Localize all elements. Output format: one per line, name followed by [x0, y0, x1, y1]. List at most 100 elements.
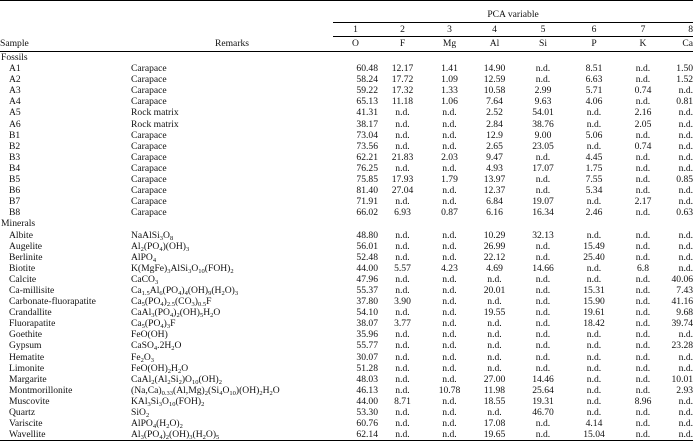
value-cell-mg: n.d.: [442, 418, 457, 430]
value-cell-k: n.d.: [635, 174, 651, 186]
value-cell-o: 37.80: [356, 296, 378, 308]
sample-cell: Berlinite: [9, 251, 43, 263]
value-cell-al: 19.55: [483, 307, 506, 319]
value-cell-si: n.d.: [535, 63, 551, 75]
sample-cell: Muscovite: [9, 395, 50, 407]
remarks-cell: FeO(OH)2H2O: [131, 362, 189, 375]
value-cell-p: 5.34: [585, 185, 603, 197]
remarks-cell: Ca5(PO4)3F: [131, 318, 176, 331]
value-cell-f: n.d.: [395, 373, 410, 385]
value-cell-k: n.d.: [635, 96, 651, 108]
sample-cell: A2: [9, 74, 21, 86]
value-cell-si: 46.70: [532, 407, 554, 418]
value-cell-ca: 9.68: [676, 307, 693, 319]
value-cell-f: n.d.: [395, 362, 410, 374]
sample-cell: A4: [9, 96, 21, 108]
remarks-cell: Al2(PO4)(OH)3: [131, 240, 190, 253]
value-cell-ca: n.d.: [678, 418, 693, 430]
value-cell-si: n.d.: [535, 418, 551, 430]
sample-cell: Carbonate-fluorapatite: [9, 296, 96, 308]
value-cell-f: 11.18: [391, 96, 414, 108]
value-cell-f: n.d.: [395, 251, 410, 263]
value-cell-al: n.d.: [487, 351, 502, 363]
remarks-cell: Carapace: [131, 96, 167, 108]
value-cell-si: n.d.: [535, 74, 551, 86]
value-cell-ca: n.d.: [678, 129, 693, 141]
value-cell-ca: n.d.: [678, 229, 693, 241]
value-cell-p: n.d.: [586, 351, 602, 363]
value-cell-p: 8.51: [585, 63, 603, 75]
remarks-cell: CaAl2(Al2Si2)O10(OH)2: [131, 373, 222, 386]
remarks-cell: Carapace: [131, 85, 167, 97]
value-cell-f: n.d.: [395, 307, 410, 319]
value-cell-si: n.d.: [535, 362, 551, 374]
value-cell-mg: n.d.: [442, 140, 457, 152]
value-cell-k: 6.8: [637, 262, 649, 274]
table-row: Goethite FeO(OH) 35.96 n.d. n.d. n.d. n.d. n.d.…: [0, 329, 693, 340]
value-cell-k: n.d.: [635, 63, 651, 75]
sample-cell: B3: [9, 151, 21, 163]
value-cell-f: 3.90: [394, 296, 411, 308]
element-header-p: P: [569, 36, 619, 52]
value-cell-si: 25.64: [532, 384, 554, 396]
variable-number-6: 6: [569, 22, 619, 37]
value-cell-o: 58.24: [356, 74, 378, 86]
value-cell-ca: n.d.: [678, 151, 693, 163]
value-cell-o: 44.00: [356, 262, 378, 274]
table-row: A4 Carapace 65.13 11.18 1.06 7.64 9.63 4.06 n.d.…: [0, 96, 693, 107]
value-cell-al: n.d.: [487, 329, 502, 341]
value-cell-mg: n.d.: [442, 284, 457, 296]
value-cell-k: n.d.: [635, 240, 651, 252]
value-cell-p: n.d.: [586, 107, 602, 119]
value-cell-o: 73.56: [356, 140, 378, 152]
sample-cell: Crandallite: [9, 307, 52, 319]
value-cell-k: n.d.: [635, 284, 651, 296]
value-cell-o: 35.96: [356, 329, 378, 341]
value-cell-si: 2.99: [534, 85, 552, 97]
value-cell-mg: 1.09: [441, 74, 458, 86]
variable-number-2: 2: [378, 22, 427, 37]
variable-number-4: 4: [472, 22, 517, 37]
sample-cell: A1: [9, 63, 21, 75]
value-cell-ca: 40.06: [671, 273, 693, 285]
value-cell-f: 17.32: [391, 85, 414, 97]
value-cell-f: n.d.: [395, 118, 410, 130]
value-cell-k: n.d.: [635, 74, 651, 86]
value-cell-f: n.d.: [395, 418, 410, 430]
table-row: B3 Carapace 62.21 21.83 2.03 9.47 n.d. 4.45 n.d.…: [0, 152, 693, 163]
value-cell-f: n.d.: [378, 429, 427, 442]
value-cell-mg: n.d.: [442, 229, 457, 241]
value-cell-ca: n.d.: [678, 351, 693, 363]
value-cell-ca: 1.50: [676, 63, 693, 75]
value-cell-mg: n.d.: [442, 129, 457, 141]
value-cell-ca: 10.01: [671, 373, 693, 385]
value-cell-ca: n.d.: [678, 329, 693, 341]
sample-cell: Augelite: [9, 240, 43, 252]
value-cell-p: n.d.: [586, 407, 602, 418]
value-cell-al: 2.84: [486, 118, 503, 130]
value-cell-p: 18.42: [583, 318, 605, 330]
value-cell-al: 4.69: [486, 262, 503, 274]
value-cell-ca: n.d.: [678, 185, 693, 197]
remarks-cell: Rock matrix: [131, 107, 179, 119]
remarks-cell: Carapace: [131, 63, 167, 75]
section-header-row: Minerals: [0, 218, 693, 229]
value-cell-al: 6.16: [486, 207, 503, 219]
value-cell-si: 19.31: [532, 395, 554, 407]
value-cell-mg: n.d.: [442, 240, 457, 252]
element-header-al: Al: [472, 36, 517, 52]
value-cell-p: 2.46: [585, 207, 603, 219]
value-cell-k: n.d.: [635, 418, 651, 430]
sample-cell: Montmorillonite: [9, 384, 73, 396]
value-cell-si: n.d.: [535, 307, 551, 319]
value-cell-o: 52.48: [356, 251, 378, 263]
remarks-cell: NaAlSi3O8: [131, 229, 174, 242]
remarks-cell: Carapace: [131, 129, 167, 141]
value-cell-o: 38.17: [356, 118, 378, 130]
section-title: Minerals: [1, 218, 36, 230]
value-cell-ca: n.d.: [678, 162, 693, 174]
value-cell-mg: 4.23: [441, 262, 458, 274]
table-body: Fossils A1 Carapace 60.48 12.17 1.41 14.90 n.d.…: [0, 52, 693, 442]
